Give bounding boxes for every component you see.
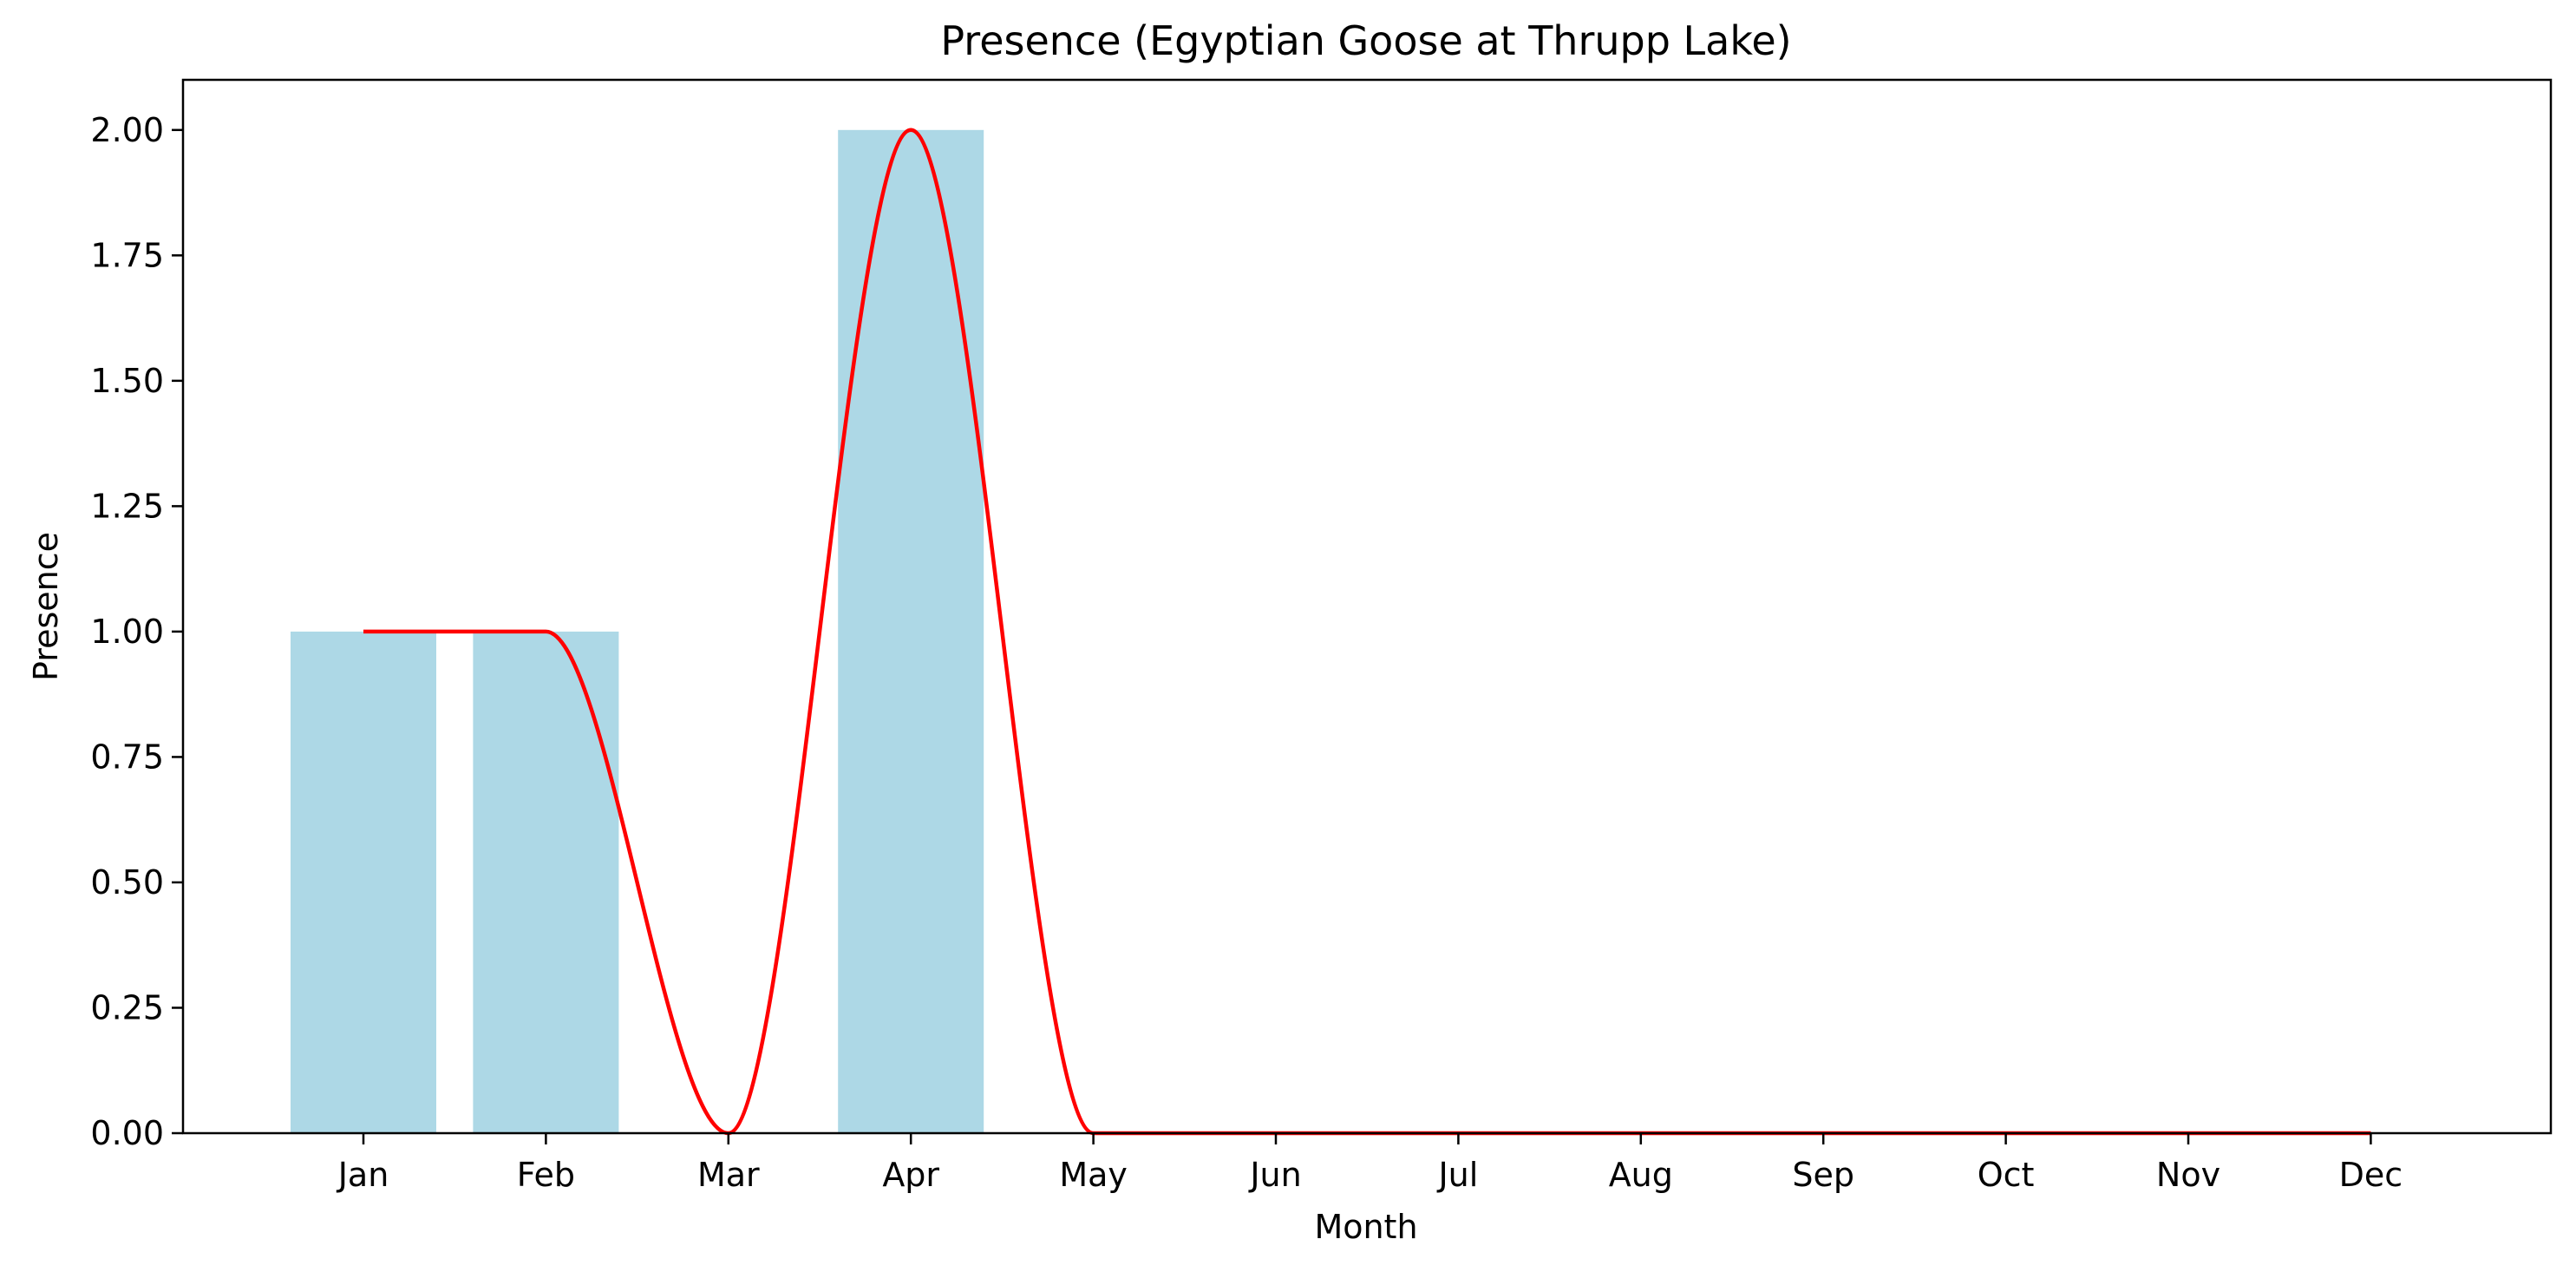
x-tick-label: Dec (2339, 1156, 2403, 1194)
y-tick-label: 2.00 (90, 111, 164, 149)
x-tick-label: Sep (1792, 1156, 1854, 1194)
x-tick-label: Jan (337, 1156, 389, 1194)
y-axis-label: Presence (27, 532, 65, 681)
y-tick-label: 0.00 (90, 1114, 164, 1152)
x-tick-label: Nov (2156, 1156, 2220, 1194)
x-tick-label: Aug (1609, 1156, 1673, 1194)
x-tick-label: Oct (1978, 1156, 2035, 1194)
y-tick-label: 1.75 (90, 236, 164, 274)
y-tick-label: 1.50 (90, 362, 164, 400)
plot-frame (181, 78, 2553, 1135)
bar-feb (473, 631, 619, 1133)
x-axis-label: Month (1314, 1208, 1417, 1246)
x-tick-label: Apr (882, 1156, 939, 1194)
trend-line (363, 128, 2371, 1136)
x-tick-label: Feb (517, 1156, 575, 1194)
x-axis: Jan Feb Mar Apr May Jun Jul Aug Sep Oct Nov Dec (337, 1133, 2403, 1194)
x-tick-label: Mar (697, 1156, 760, 1194)
y-tick-label: 0.75 (90, 738, 164, 776)
y-tick-label: 0.50 (90, 863, 164, 902)
chart-title: Presence (Egyptian Goose at Thrupp Lake) (940, 17, 1791, 64)
bar-apr (838, 129, 984, 1133)
x-tick-label: May (1059, 1156, 1128, 1194)
y-tick-label: 1.00 (90, 613, 164, 651)
x-tick-label: Jun (1248, 1156, 1301, 1194)
x-tick-label: Jul (1436, 1156, 1478, 1194)
y-axis: 0.00 0.25 0.50 0.75 1.00 1.25 1.50 1.75 2.00 (90, 111, 183, 1152)
bar-jan (291, 631, 436, 1133)
y-tick-label: 1.25 (90, 487, 164, 525)
y-tick-label: 0.25 (90, 988, 164, 1026)
